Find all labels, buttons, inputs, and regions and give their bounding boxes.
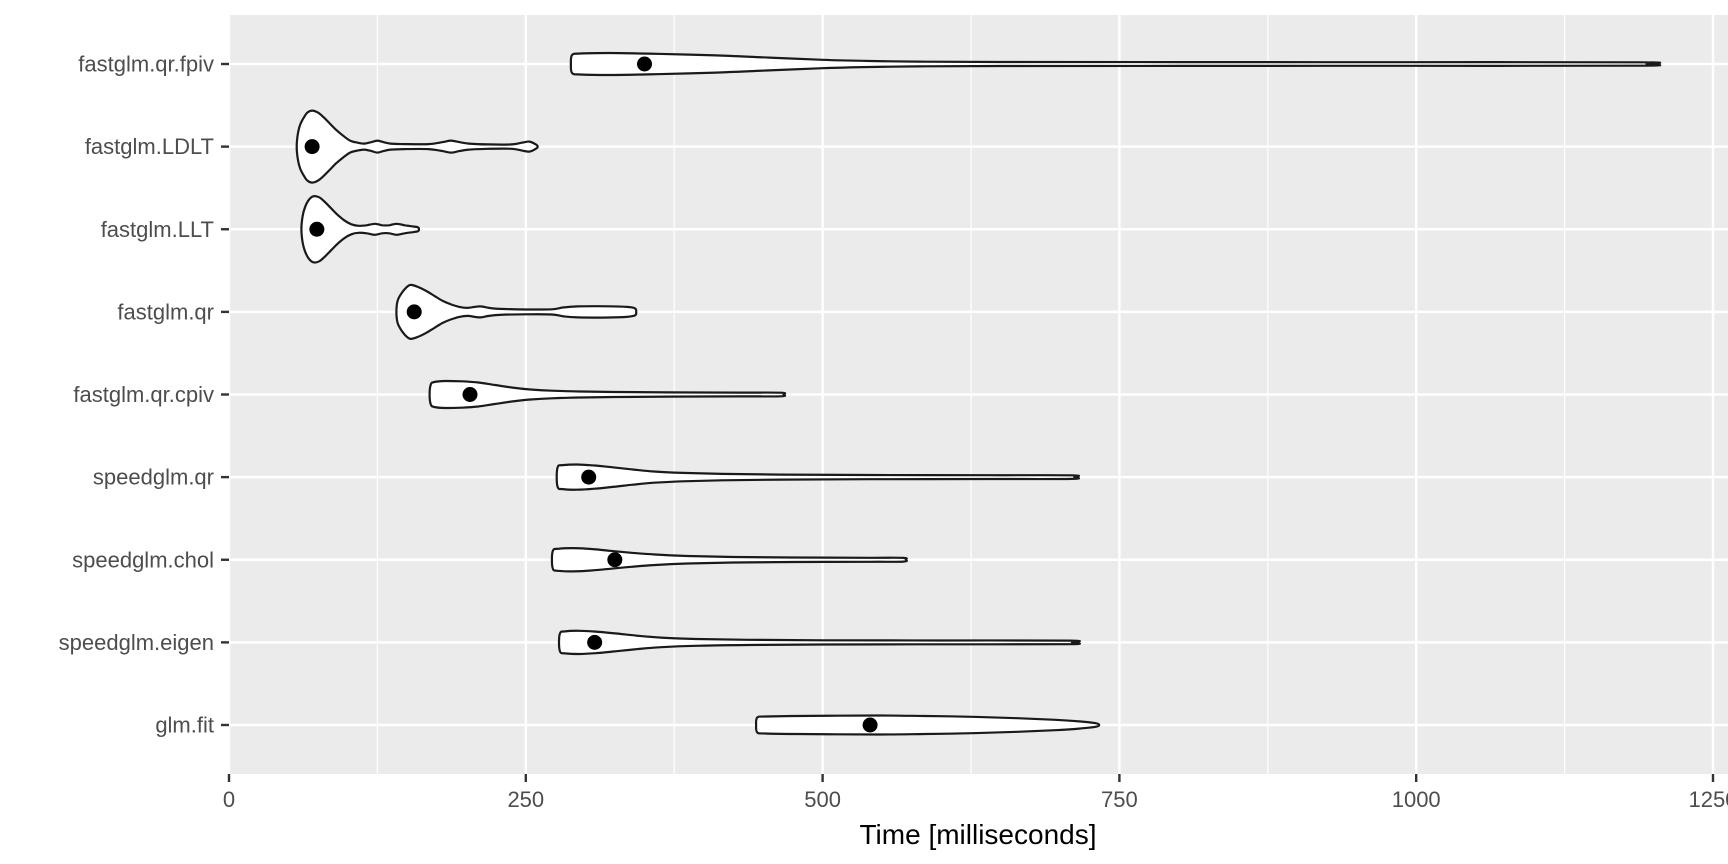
- x-tick-label-0: 0: [223, 787, 235, 812]
- mean-point-speedglm.qr: [581, 469, 597, 485]
- violin-speedglm.chol: [550, 547, 908, 573]
- y-tick-label-fastglm.qr.cpiv: fastglm.qr.cpiv: [73, 382, 214, 407]
- x-axis-title: Time [milliseconds]: [859, 819, 1096, 850]
- violin-fastglm.qr.fpiv: [569, 51, 1662, 77]
- axes: 0 250 500 750 1000 1250 fastglm.qr.fpiv fastglm…: [59, 52, 1728, 813]
- mean-point-glm.fit: [862, 717, 878, 733]
- violin-speedglm.qr: [555, 463, 1081, 491]
- violins: [295, 51, 1662, 736]
- violin-glm.fit: [754, 714, 1101, 736]
- mean-point-fastglm.qr: [406, 304, 422, 320]
- violin-fastglm.qr.cpiv: [428, 379, 787, 410]
- y-tick-label-glm.fit: glm.fit: [155, 713, 214, 738]
- violin-fastglm.LLT: [300, 195, 421, 264]
- mean-point-speedglm.eigen: [587, 634, 603, 650]
- mean-point-fastglm.LLT: [309, 221, 325, 237]
- x-tick-label-500: 500: [804, 787, 841, 812]
- y-tick-label-speedglm.eigen: speedglm.eigen: [59, 630, 214, 655]
- mean-point-fastglm.qr.cpiv: [462, 387, 478, 402]
- y-tick-label-speedglm.chol: speedglm.chol: [72, 547, 214, 572]
- x-tick-label-1250: 1250: [1689, 787, 1728, 812]
- mean-point-speedglm.chol: [607, 552, 623, 568]
- mean-point-fastglm.LDLT: [304, 139, 320, 155]
- gridlines: [227, 15, 1728, 774]
- violin-fastglm.qr: [395, 283, 638, 341]
- x-tick-label-750: 750: [1101, 787, 1138, 812]
- x-tick-label-1000: 1000: [1392, 787, 1441, 812]
- y-tick-label-fastglm.LDLT: fastglm.LDLT: [85, 134, 214, 159]
- mean-point-fastglm.qr.fpiv: [637, 56, 653, 72]
- violin-speedglm.eigen: [557, 629, 1081, 656]
- x-tick-label-250: 250: [507, 787, 544, 812]
- y-tick-label-fastglm.qr: fastglm.qr: [117, 299, 214, 324]
- violin-fastglm.LDLT: [295, 109, 539, 184]
- y-tick-label-fastglm.LLT: fastglm.LLT: [101, 217, 214, 242]
- y-tick-label-fastglm.qr.fpiv: fastglm.qr.fpiv: [78, 52, 214, 77]
- y-tick-label-speedglm.qr: speedglm.qr: [93, 465, 214, 490]
